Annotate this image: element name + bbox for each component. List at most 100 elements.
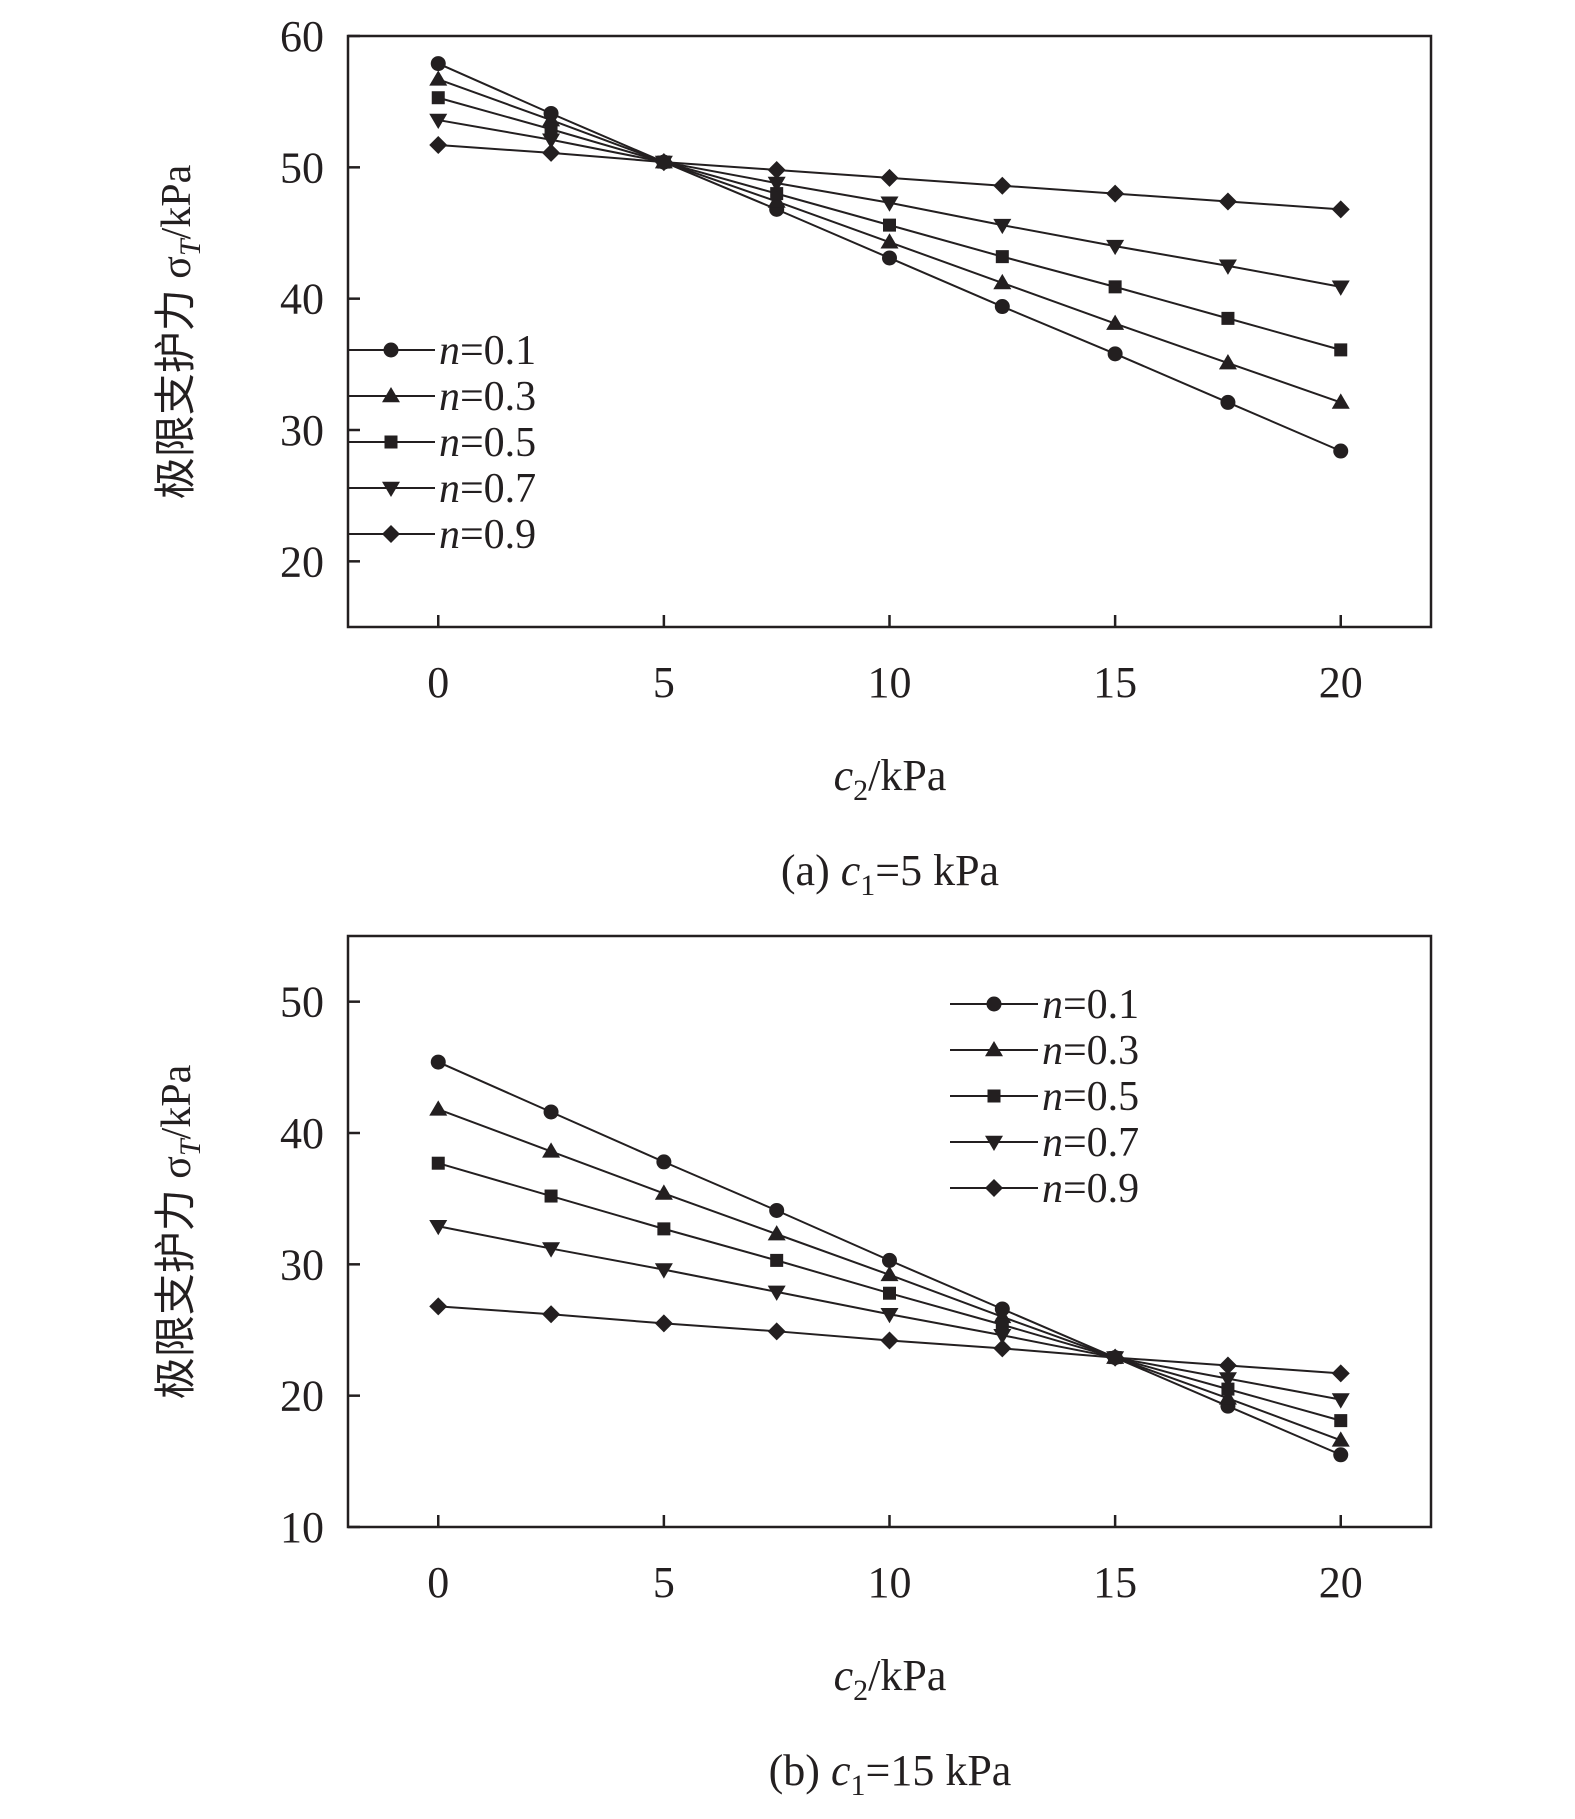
data-point xyxy=(767,160,786,179)
y-axis-label: 极限支护力 σT/kPa xyxy=(154,164,207,499)
data-point xyxy=(542,143,561,162)
x-axis-label-sub: 2 xyxy=(853,774,868,807)
series-n-0.7 xyxy=(429,113,1350,296)
y-tick-label: 40 xyxy=(280,275,324,324)
data-point xyxy=(880,168,899,187)
data-point xyxy=(1221,1382,1235,1396)
data-point xyxy=(883,1286,896,1300)
data-point xyxy=(542,1142,561,1158)
x-tick-label: 5 xyxy=(653,658,675,707)
chart-panel-b: 10 20 30 40 50 0 5 10 15 20 n=0.1n=0.3n=0.5n=0.7n… xyxy=(154,934,1433,1802)
legend-item: n=0.3 xyxy=(347,374,536,420)
legend-item: n=0.5 xyxy=(950,1074,1139,1120)
data-point xyxy=(430,1054,446,1070)
y-tick-label: 60 xyxy=(280,12,324,61)
data-point xyxy=(1106,1348,1125,1367)
legend-label: n=0.7 xyxy=(439,466,536,512)
data-point xyxy=(657,1222,671,1236)
data-point xyxy=(767,176,786,193)
data-point xyxy=(542,111,561,127)
legend-item: n=0.5 xyxy=(347,420,536,466)
data-point xyxy=(1334,1414,1348,1428)
data-point xyxy=(429,1219,448,1236)
data-point xyxy=(1221,311,1235,325)
data-point xyxy=(1218,1372,1237,1388)
data-point xyxy=(1331,393,1350,409)
data-point xyxy=(767,1285,786,1301)
y-axis-label-unit: /kPa xyxy=(154,1064,200,1139)
caption-sub: 1 xyxy=(851,1769,866,1802)
data-point xyxy=(543,1104,559,1120)
data-point xyxy=(431,1156,445,1170)
legend-label: n=0.9 xyxy=(1042,1166,1139,1212)
x-axis-label-var: c xyxy=(834,751,854,800)
data-point xyxy=(654,1184,673,1200)
data-point xyxy=(430,56,446,72)
data-point xyxy=(767,1322,786,1341)
legend-label: n=0.1 xyxy=(439,328,536,374)
data-point xyxy=(544,1189,558,1203)
y-tick-label: 50 xyxy=(280,978,324,1027)
data-point xyxy=(429,136,448,155)
data-point xyxy=(880,1331,899,1350)
x-axis-label: c2/kPa xyxy=(834,751,947,807)
series-n-0.3 xyxy=(429,70,1350,409)
x-axis-label-sub: 2 xyxy=(853,1674,868,1707)
x-axis-label-unit: /kPa xyxy=(868,751,946,800)
y-tick-label: 30 xyxy=(280,406,324,455)
plot-frame xyxy=(346,934,1433,1529)
legend-item: n=0.9 xyxy=(347,512,536,558)
legend-marker xyxy=(985,1179,1003,1197)
y-tick-label: 40 xyxy=(280,1109,324,1158)
x-tick-label: 10 xyxy=(868,658,912,707)
data-point xyxy=(1334,343,1348,357)
x-tick-label: 20 xyxy=(1319,658,1363,707)
data-point xyxy=(1331,1393,1350,1409)
data-point xyxy=(544,122,558,136)
chart-caption: (a) c1=5 kPa xyxy=(781,846,999,902)
data-point xyxy=(995,250,1009,264)
y-axis-label-sub: T xyxy=(174,237,207,256)
data-point xyxy=(880,233,899,249)
legend-label: n=0.7 xyxy=(1042,1120,1139,1166)
data-point xyxy=(429,70,448,86)
data-point xyxy=(769,1202,785,1218)
x-tick-label: 0 xyxy=(427,1558,449,1607)
series-group xyxy=(429,56,1350,459)
series-n-0.5 xyxy=(431,1156,1348,1428)
data-point xyxy=(995,1318,1009,1332)
data-point xyxy=(429,1100,448,1116)
y-axis-label-text: 极限支护力 σ xyxy=(154,256,200,499)
legend-marker xyxy=(382,387,400,403)
legend-label: n=0.3 xyxy=(439,374,536,420)
data-point xyxy=(1331,1431,1350,1447)
legend-item: n=0.1 xyxy=(347,328,536,374)
legend-marker xyxy=(986,996,1002,1012)
x-axis-label: c2/kPa xyxy=(834,1651,947,1707)
series-n-0.3 xyxy=(429,1100,1350,1447)
legend-marker xyxy=(985,1135,1003,1151)
legend-item: n=0.1 xyxy=(950,982,1139,1028)
data-point xyxy=(1106,239,1125,256)
data-point xyxy=(542,1242,561,1258)
data-point xyxy=(1106,314,1125,330)
caption-prefix: (b) xyxy=(769,1746,831,1795)
series-n-0.9 xyxy=(429,136,1350,219)
legend-marker xyxy=(985,1041,1003,1057)
data-point xyxy=(883,218,896,232)
caption-rest: =15 kPa xyxy=(866,1746,1012,1795)
data-point xyxy=(656,1154,672,1170)
data-point xyxy=(880,1307,899,1324)
legend-marker xyxy=(384,435,398,449)
legend-label: n=0.3 xyxy=(1042,1028,1139,1074)
data-point xyxy=(542,1305,561,1324)
y-tick-label: 20 xyxy=(280,537,324,586)
y-tick-label: 30 xyxy=(280,1240,324,1289)
legend: n=0.1n=0.3n=0.5n=0.7n=0.9 xyxy=(950,982,1139,1212)
data-point xyxy=(1333,1447,1349,1463)
data-point xyxy=(767,1225,786,1241)
data-point xyxy=(1218,259,1237,275)
data-point xyxy=(993,1339,1012,1358)
data-point xyxy=(882,1252,897,1268)
data-point xyxy=(654,1314,673,1333)
